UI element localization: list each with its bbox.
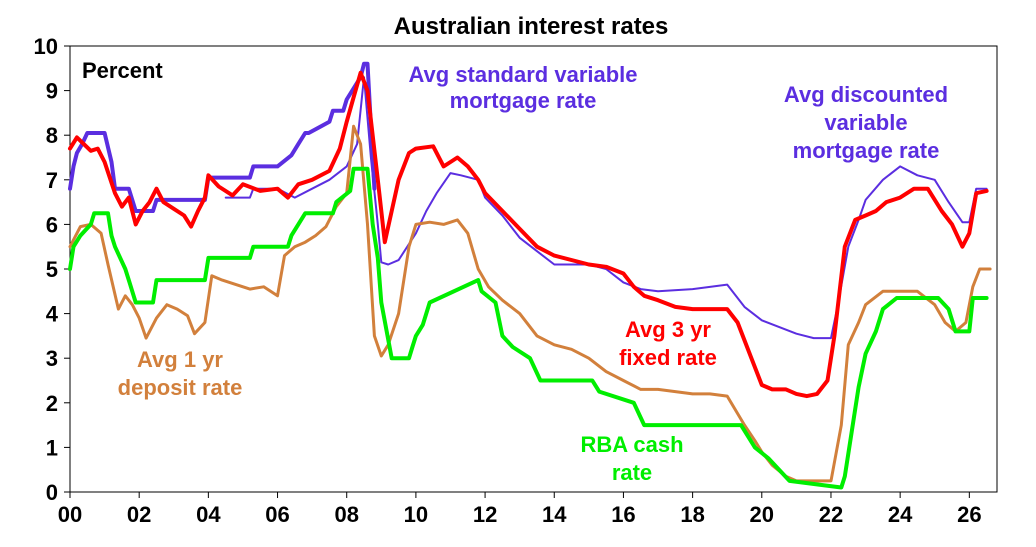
series-label-line: deposit rate	[118, 375, 243, 400]
y-tick-label: 0	[46, 480, 58, 505]
x-tick-label: 12	[473, 502, 497, 527]
series-label-line: Avg 1 yr	[137, 347, 223, 372]
x-tick-label: 08	[334, 502, 358, 527]
series-label-line: RBA cash	[580, 432, 683, 457]
x-tick-label: 18	[680, 502, 704, 527]
y-tick-label: 10	[34, 34, 58, 59]
y-tick-label: 7	[46, 168, 58, 193]
chart-title: Australian interest rates	[394, 13, 669, 40]
series-label-line: rate	[612, 460, 652, 485]
series-line-1	[224, 76, 988, 340]
series-layer	[68, 61, 992, 490]
series-line-2	[68, 70, 989, 399]
series-line-0	[68, 61, 377, 213]
series-label-line: mortgage rate	[793, 138, 940, 163]
series-label-line: Avg discounted	[784, 82, 948, 107]
series-line-3	[68, 124, 992, 483]
x-tick-label: 02	[127, 502, 151, 527]
x-tick-label: 00	[58, 502, 82, 527]
y-tick-label: 3	[46, 346, 58, 371]
y-tick-label: 6	[46, 212, 58, 237]
y-tick-label: 2	[46, 391, 58, 416]
x-axis: 00 02 04 06 08 10 12 14 16 18 20 22 24 26	[58, 492, 982, 527]
series-label-line: Avg standard variable	[408, 62, 637, 87]
x-tick-label: 04	[196, 502, 221, 527]
series-label-1: Avg discounted variable mortgage rate	[784, 82, 948, 163]
x-tick-label: 24	[888, 502, 913, 527]
series-line-4	[68, 166, 989, 490]
x-tick-label: 10	[404, 502, 428, 527]
series-label-4: RBA cash rate	[580, 432, 683, 485]
x-tick-label: 20	[750, 502, 774, 527]
series-label-line: Avg 3 yr	[625, 317, 711, 342]
x-tick-label: 14	[542, 502, 567, 527]
y-tick-label: 5	[46, 257, 58, 282]
series-label-2: Avg 3 yr fixed rate	[619, 317, 717, 370]
y-tick-label: 4	[46, 302, 59, 327]
series-labels: Avg standard variable mortgage rate Avg di…	[118, 62, 948, 485]
series-label-line: mortgage rate	[450, 88, 597, 113]
y-tick-label: 9	[46, 79, 58, 104]
y-tick-label: 1	[46, 435, 58, 460]
y-axis-label: Percent	[82, 58, 163, 83]
series-label-3: Avg 1 yr deposit rate	[118, 347, 243, 400]
series-label-line: variable	[824, 110, 907, 135]
series-label-line: fixed rate	[619, 345, 717, 370]
x-tick-label: 22	[819, 502, 843, 527]
series-label-0: Avg standard variable mortgage rate	[408, 62, 637, 113]
y-axis: 0 1 2 3 4 5 6 7 8 9 10	[34, 34, 70, 505]
y-tick-label: 8	[46, 123, 58, 148]
x-tick-label: 06	[265, 502, 289, 527]
x-tick-label: 26	[957, 502, 981, 527]
x-tick-label: 16	[611, 502, 635, 527]
